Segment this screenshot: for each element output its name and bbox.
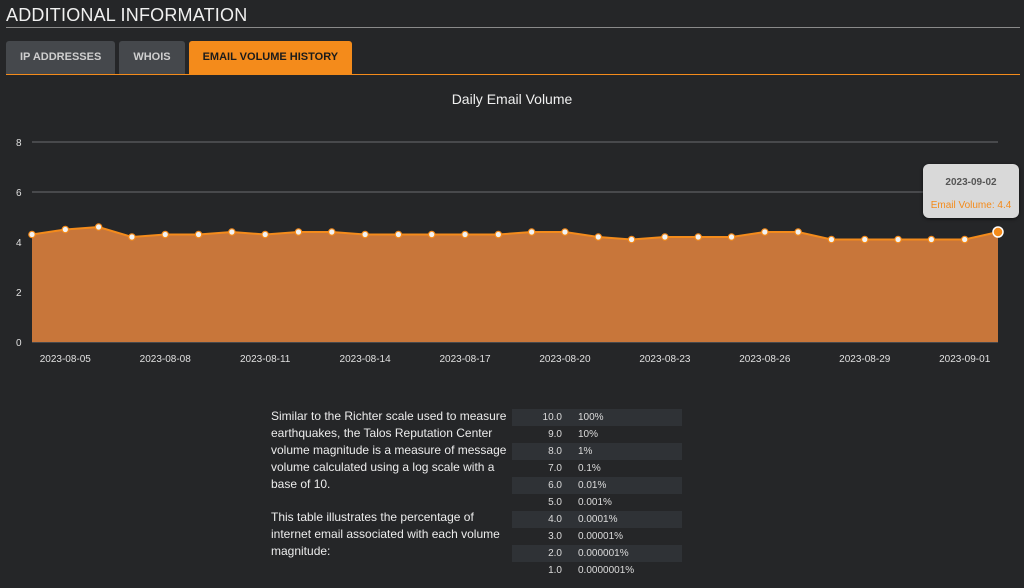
y-tick-label: 8 (16, 138, 22, 149)
data-point (494, 230, 503, 239)
percent-cell: 0.000001% (578, 545, 682, 562)
data-point (427, 230, 436, 239)
data-point (727, 233, 736, 241)
table-row: 8.0 1% (512, 443, 682, 460)
chart-svg: 0 2 4 6 8 2023-08-05 2023-08-08 2023-08-11 2023-… (16, 138, 1004, 365)
info-paragraph-1: Similar to the Richter scale used to mea… (271, 409, 507, 491)
x-tick-label: 2023-08-14 (340, 354, 392, 365)
magnitude-table: 10.0 100% 9.0 10% 8.0 1% 7.0 0.1% 6.0 0.01% 5.0 0.0… (512, 409, 682, 579)
data-point (960, 235, 969, 244)
table-row: 1.0 0.0000001% (512, 562, 682, 579)
y-tick-label: 6 (16, 188, 22, 199)
data-point (28, 230, 36, 239)
data-point (228, 228, 236, 236)
series-area (32, 227, 998, 342)
percent-cell: 10% (578, 429, 599, 440)
magnitude-cell: 5.0 (548, 497, 562, 508)
data-point (661, 233, 669, 241)
x-tick-label: 2023-08-08 (140, 354, 192, 365)
data-point (992, 226, 1004, 238)
x-tick-label: 2023-08-05 (40, 354, 92, 365)
percent-cell: 0.0000001% (578, 565, 635, 576)
info-paragraph-2: This table illustrates the percentage of… (271, 510, 500, 558)
x-tick-label: 2023-09-01 (939, 354, 991, 365)
data-point (61, 225, 70, 234)
magnitude-cell: 10.0 (512, 409, 578, 426)
data-point (561, 228, 569, 236)
percent-cell: 100% (578, 409, 682, 426)
data-point (261, 230, 269, 239)
data-point (627, 235, 636, 244)
tooltip-value: 4.4 (997, 200, 1012, 211)
percent-cell: 0.01% (578, 477, 682, 494)
title-divider (6, 27, 1020, 28)
data-point (394, 230, 403, 239)
tooltip-date: 2023-09-02 (945, 177, 997, 188)
data-point (128, 233, 136, 241)
table-row: 4.0 0.0001% (512, 511, 682, 528)
data-point (794, 228, 802, 236)
tab-whois[interactable]: WHOIS (119, 41, 185, 74)
table-row: 10.0 100% (512, 409, 682, 426)
y-tick-label: 4 (16, 238, 22, 249)
percent-cell: 1% (578, 443, 682, 460)
percent-cell: 0.1% (578, 463, 601, 474)
data-point (461, 230, 469, 239)
table-row: 5.0 0.001% (512, 494, 682, 511)
data-point (927, 235, 936, 244)
data-point (761, 228, 769, 236)
tab-divider (6, 74, 1020, 75)
table-row: 9.0 10% (512, 426, 682, 443)
percent-cell: 0.001% (578, 497, 612, 508)
tooltip-label: Email Volume: (930, 200, 995, 211)
data-point (594, 233, 603, 241)
magnitude-cell: 1.0 (548, 565, 562, 576)
data-point (161, 230, 170, 239)
data-point (827, 235, 836, 244)
table-row: 2.0 0.000001% (512, 545, 682, 562)
magnitude-cell: 4.0 (512, 511, 578, 528)
email-volume-chart: Daily Email Volume 0 2 4 6 8 2023-08-05 2023-0… (0, 80, 1024, 380)
data-point (694, 233, 703, 241)
magnitude-cell: 6.0 (512, 477, 578, 494)
y-tick-label: 0 (16, 338, 22, 349)
volume-magnitude-info: Similar to the Richter scale used to mea… (271, 408, 507, 576)
data-point (194, 230, 203, 239)
magnitude-cell: 9.0 (548, 429, 562, 440)
data-point (327, 228, 336, 236)
table-row: 3.0 0.00001% (512, 528, 682, 545)
series-line (31, 225, 999, 241)
x-tick-label: 2023-08-26 (739, 354, 791, 365)
x-tick-label: 2023-08-17 (439, 354, 491, 365)
chart-tooltip: 2023-09-02 Email Volume: 4.4 (923, 164, 1019, 218)
magnitude-cell: 2.0 (512, 545, 578, 562)
data-point (94, 223, 103, 231)
x-tick-label: 2023-08-23 (639, 354, 691, 365)
table-row: 6.0 0.01% (512, 477, 682, 494)
magnitude-cell: 7.0 (548, 463, 562, 474)
tooltip-value-line: Email Volume: 4.4 (923, 200, 1019, 211)
data-point (860, 235, 869, 244)
data-point (294, 228, 303, 236)
magnitude-cell: 3.0 (548, 531, 562, 542)
percent-cell: 0.00001% (578, 531, 624, 542)
tab-ip-addresses[interactable]: IP ADDRESSES (6, 41, 116, 74)
chart-title: Daily Email Volume (451, 91, 573, 107)
x-tick-label: 2023-08-29 (839, 354, 891, 365)
magnitude-cell: 8.0 (512, 443, 578, 460)
percent-cell: 0.0001% (578, 511, 682, 528)
x-tick-label: 2023-08-11 (240, 354, 291, 365)
section-title: ADDITIONAL INFORMATION (6, 5, 248, 25)
table-row: 7.0 0.1% (512, 460, 682, 477)
data-point (894, 235, 902, 244)
tab-bar: IP ADDRESSES WHOIS EMAIL VOLUME HISTORY (6, 41, 353, 74)
data-point (527, 228, 536, 236)
data-point (361, 230, 369, 239)
y-tick-label: 2 (16, 288, 22, 299)
tab-email-volume-history[interactable]: EMAIL VOLUME HISTORY (188, 41, 353, 74)
x-tick-label: 2023-08-20 (539, 354, 591, 365)
